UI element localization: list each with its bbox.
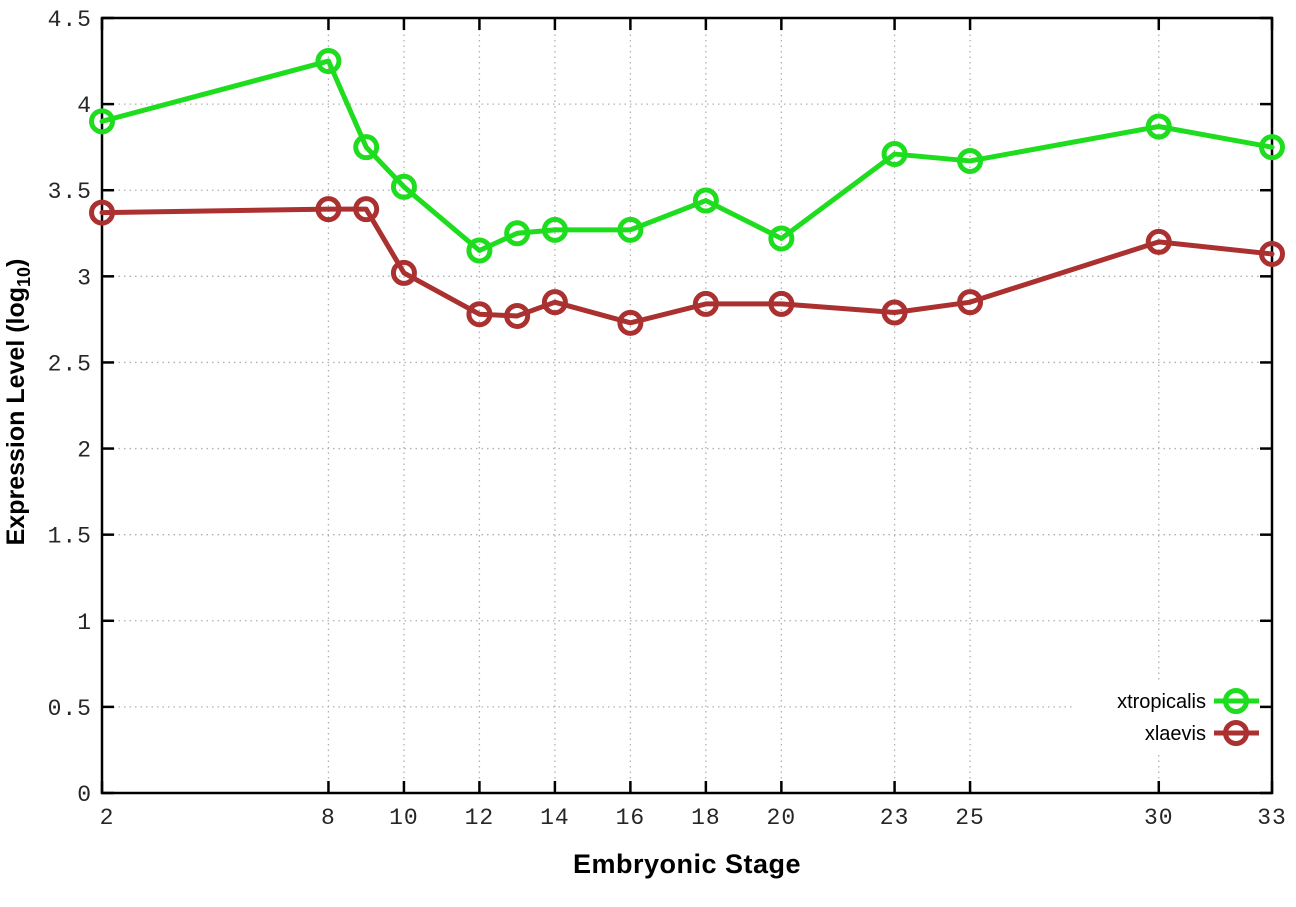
y-tick-label-4.5: 4.5: [48, 7, 92, 33]
y-axis-title: Expression Level (log10): [2, 102, 40, 702]
x-axis-title: Embryonic Stage: [572, 849, 802, 879]
y-axis-title-subscript: 10: [14, 266, 34, 287]
x-tick-label-12: 12: [465, 805, 495, 831]
x-tick-label-10: 10: [389, 805, 419, 831]
data-point-xlaevis-stage-13: [504, 302, 531, 329]
y-tick-label-1.5: 1.5: [48, 524, 92, 550]
y-tick-label-3.5: 3.5: [48, 179, 92, 205]
data-point-xtropicalis-stage-30: [1145, 113, 1172, 140]
y-axis-title-text: Expression Level (log: [2, 286, 30, 546]
legend-label-xlaevis: xlaevis: [1145, 723, 1206, 745]
data-point-xlaevis-stage-23: [881, 299, 908, 326]
data-point-xtropicalis-stage-14: [541, 216, 568, 243]
legend-label-xtropicalis: xtropicalis: [1117, 691, 1206, 713]
y-tick-label-3: 3: [77, 265, 92, 291]
data-point-xtropicalis-stage-12: [466, 237, 493, 264]
data-point-xlaevis-stage-18: [692, 290, 719, 317]
data-point-xlaevis-stage-12: [466, 301, 493, 328]
data-point-xtropicalis-stage-20: [768, 225, 795, 252]
x-tick-label-18: 18: [691, 805, 721, 831]
y-tick-label-0: 0: [77, 782, 92, 808]
y-tick-label-4: 4: [77, 93, 92, 119]
data-point-xtropicalis-stage-9: [353, 134, 380, 161]
data-point-xlaevis-stage-25: [957, 289, 984, 316]
data-point-xtropicalis-stage-10: [390, 173, 417, 200]
series-line-xtropicalis: [99, 58, 1275, 253]
data-point-xtropicalis-stage-18: [692, 187, 719, 214]
data-point-xlaevis-stage-20: [768, 290, 795, 317]
data-point-xlaevis-stage-16: [617, 309, 644, 336]
data-point-xtropicalis-stage-33: [1259, 134, 1285, 161]
y-tick-label-0.5: 0.5: [48, 696, 92, 722]
plot-border: [100, 16, 1274, 795]
data-point-xtropicalis-stage-23: [881, 141, 908, 168]
data-point-xtropicalis-stage-25: [957, 147, 984, 174]
data-point-xtropicalis-stage-13: [504, 220, 531, 247]
data-point-xlaevis-stage-2: [89, 199, 115, 226]
y-tick-label-1: 1: [77, 610, 92, 636]
legend-sample-marker-xtropicalis: [1223, 688, 1249, 714]
legend-sample-marker-xlaevis: [1223, 720, 1249, 746]
x-tick-label-2: 2: [100, 805, 115, 831]
x-tick-label-20: 20: [767, 805, 797, 831]
y-tick-label-2: 2: [77, 438, 92, 464]
data-point-xlaevis-stage-8: [315, 196, 342, 223]
data-point-xlaevis-stage-10: [390, 259, 417, 286]
data-point-xlaevis-stage-33: [1259, 240, 1285, 267]
x-tick-label-33: 33: [1257, 805, 1287, 831]
data-point-xlaevis-stage-9: [353, 196, 380, 223]
x-tick-label-16: 16: [616, 805, 646, 831]
y-axis-title-suffix: ): [2, 258, 30, 267]
y-tick-label-2.5: 2.5: [48, 351, 92, 377]
x-tick-label-25: 25: [955, 805, 985, 831]
data-point-xtropicalis-stage-2: [89, 108, 115, 135]
data-point-xtropicalis-stage-8: [315, 48, 342, 75]
data-point-xtropicalis-stage-16: [617, 216, 644, 243]
x-tick-label-30: 30: [1144, 805, 1174, 831]
series-line-xlaevis: [99, 206, 1275, 326]
x-tick-label-8: 8: [321, 805, 336, 831]
x-tick-label-14: 14: [540, 805, 570, 831]
data-point-xlaevis-stage-30: [1145, 228, 1172, 255]
data-point-xlaevis-stage-14: [541, 289, 568, 316]
x-tick-label-23: 23: [880, 805, 910, 831]
